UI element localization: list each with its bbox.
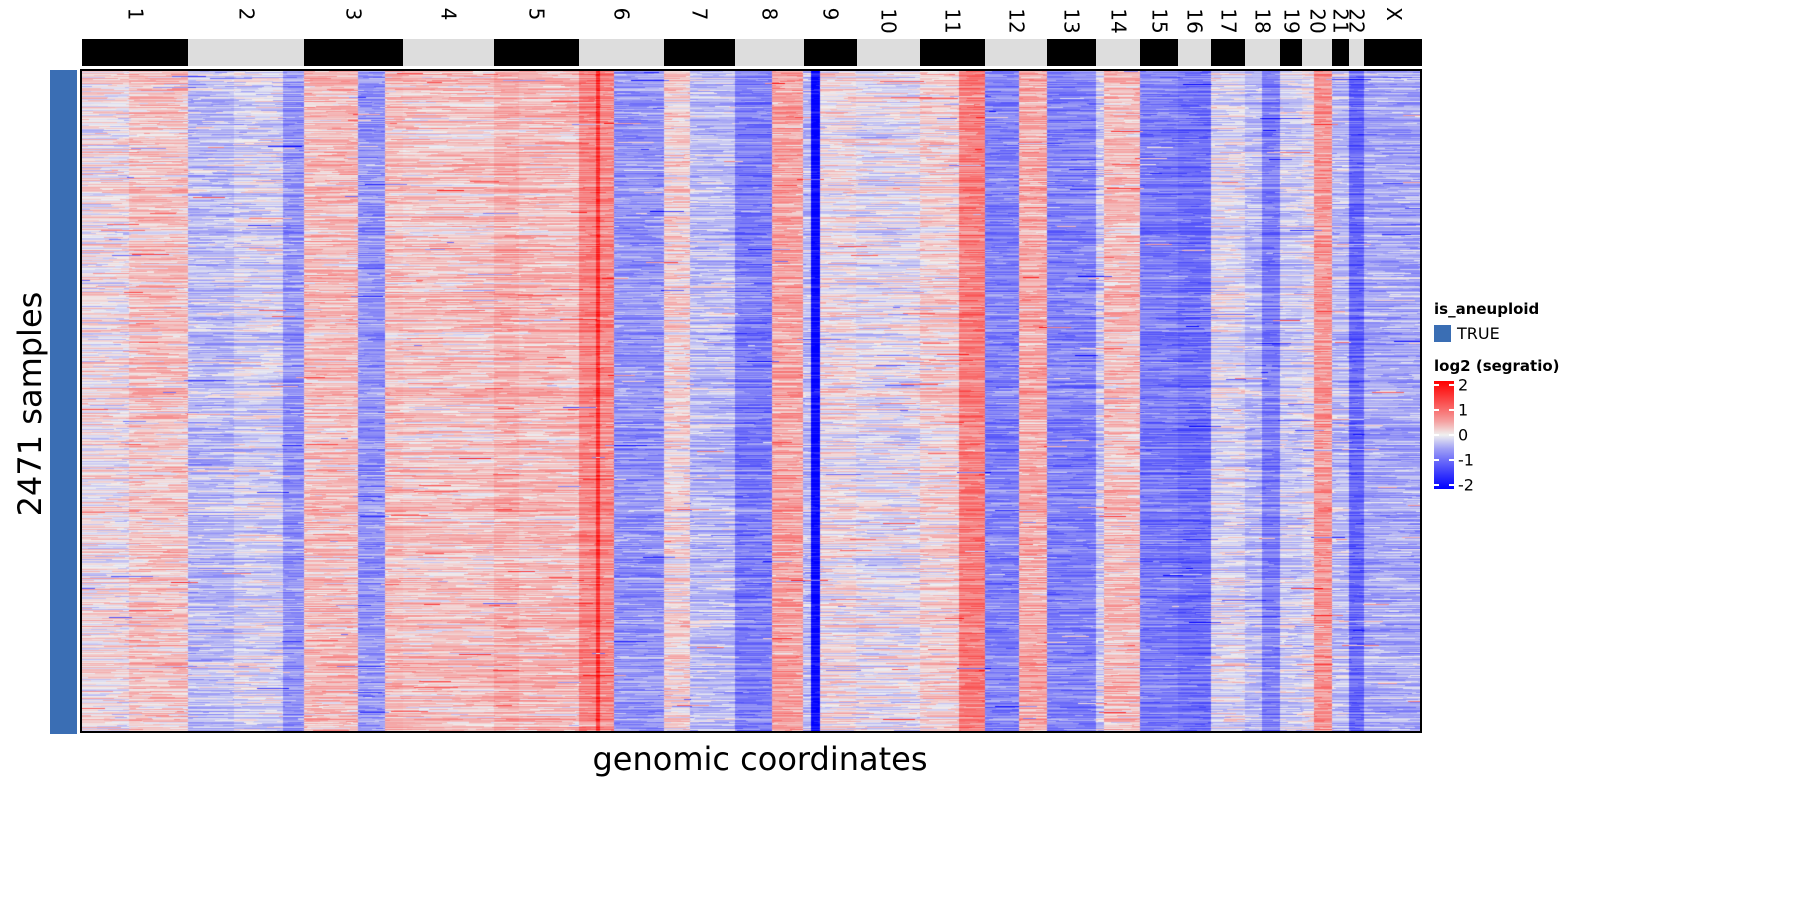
chromosome-label-7: 7 bbox=[687, 7, 712, 21]
chromosome-label-14: 14 bbox=[1106, 7, 1131, 34]
chromosome-band-X bbox=[1364, 39, 1422, 66]
chromosome-band-22 bbox=[1349, 39, 1364, 66]
chromosome-label-22: 22 bbox=[1344, 7, 1369, 34]
chromosome-band-bar bbox=[82, 39, 1422, 66]
chromosome-band-5 bbox=[494, 39, 579, 66]
annotation-swatch bbox=[1434, 325, 1451, 342]
chromosome-label-3: 3 bbox=[341, 7, 366, 21]
legend: is_aneuploid TRUE log2 (segratio) 2 1 0 -1 -… bbox=[1434, 300, 1604, 495]
colorbar-tick-label: 1 bbox=[1458, 400, 1469, 420]
chromosome-band-6 bbox=[579, 39, 664, 66]
colorbar bbox=[1434, 381, 1454, 489]
chromosome-band-14 bbox=[1096, 39, 1140, 66]
chromosome-band-21 bbox=[1332, 39, 1349, 66]
chromosome-label-8: 8 bbox=[757, 7, 782, 21]
colorbar-tick-label: -2 bbox=[1458, 475, 1474, 495]
chromosome-band-3 bbox=[304, 39, 403, 66]
chromosome-label-20: 20 bbox=[1305, 7, 1330, 34]
chromosome-band-2 bbox=[188, 39, 304, 66]
colorbar-title: log2 (segratio) bbox=[1434, 357, 1560, 375]
annotation-legend-title: is_aneuploid bbox=[1434, 300, 1540, 318]
colorbar-tick-label: -1 bbox=[1458, 450, 1474, 470]
chromosome-label-17: 17 bbox=[1216, 7, 1241, 34]
chromosome-band-18 bbox=[1245, 39, 1280, 66]
heatmap bbox=[80, 69, 1422, 733]
annotation-legend-item: TRUE bbox=[1434, 324, 1604, 343]
chromosome-band-19 bbox=[1280, 39, 1302, 66]
chromosome-band-7 bbox=[664, 39, 735, 66]
colorbar-tick-label: 0 bbox=[1458, 425, 1469, 445]
heatmap-cells bbox=[82, 71, 1420, 731]
chromosome-label-15: 15 bbox=[1147, 7, 1172, 34]
chromosome-label-10: 10 bbox=[876, 7, 901, 34]
chromosome-label-16: 16 bbox=[1182, 7, 1207, 34]
chromosome-label-9: 9 bbox=[818, 7, 843, 21]
chromosome-labels: 1 2 3 4 5 6 7 8 9 10 11 12 13 14 15 16 17 18 19 20 21 22 X bbox=[0, 0, 1800, 36]
chromosome-label-12: 12 bbox=[1004, 7, 1029, 34]
chromosome-label-18: 18 bbox=[1250, 7, 1275, 34]
chromosome-label-19: 19 bbox=[1279, 7, 1304, 34]
chromosome-band-12 bbox=[985, 39, 1047, 66]
chromosome-band-15 bbox=[1140, 39, 1178, 66]
is-aneuploid-annotation-bar bbox=[50, 70, 77, 734]
chromosome-label-11: 11 bbox=[940, 7, 965, 34]
chromosome-band-9 bbox=[804, 39, 857, 66]
x-axis-title: genomic coordinates bbox=[592, 740, 928, 778]
chromosome-band-17 bbox=[1211, 39, 1245, 66]
chromosome-label-2: 2 bbox=[234, 7, 259, 21]
chromosome-label-X: X bbox=[1381, 7, 1406, 22]
chromosome-label-13: 13 bbox=[1059, 7, 1084, 34]
chromosome-label-6: 6 bbox=[609, 7, 634, 21]
chromosome-band-1 bbox=[82, 39, 188, 66]
chromosome-band-13 bbox=[1047, 39, 1096, 66]
chromosome-label-1: 1 bbox=[123, 7, 148, 21]
chromosome-label-4: 4 bbox=[436, 7, 461, 21]
colorbar-tick-label: 2 bbox=[1458, 375, 1469, 395]
chromosome-band-4 bbox=[403, 39, 494, 66]
chromosome-band-10 bbox=[857, 39, 920, 66]
colorbar-legend: 2 1 0 -1 -2 bbox=[1434, 376, 1604, 495]
chromosome-band-8 bbox=[735, 39, 804, 66]
chromosome-band-11 bbox=[920, 39, 985, 66]
chromosome-band-20 bbox=[1302, 39, 1332, 66]
chromosome-label-5: 5 bbox=[524, 7, 549, 21]
chromosome-band-16 bbox=[1178, 39, 1211, 66]
y-axis-title: 2471 samples bbox=[11, 291, 49, 517]
annotation-legend-label: TRUE bbox=[1457, 324, 1500, 343]
